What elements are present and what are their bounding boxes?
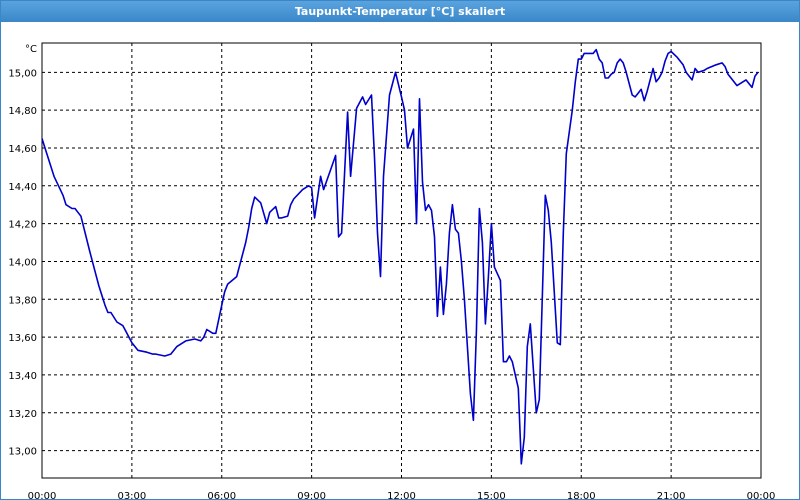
x-tick-time-label: 00:00 [747,491,776,499]
y-tick-label: 13,00 [8,447,37,458]
y-tick-label: 14,00 [8,257,37,268]
x-axis: 00:0007.07.2103:0007.07.2106:0007.07.210… [28,491,776,499]
grid-lines [42,43,761,478]
y-tick-label: 13,40 [8,371,37,382]
x-tick-time-label: 06:00 [207,491,236,499]
x-tick-time-label: 00:00 [28,491,57,499]
y-tick-label: 15,00 [8,68,37,79]
series-line [41,48,759,465]
x-tick-time-label: 18:00 [567,491,596,499]
x-tick-time-label: 12:00 [387,491,416,499]
y-axis-unit: °C [25,44,37,55]
x-tick-time-label: 09:00 [297,491,326,499]
x-tick-time-label: 21:00 [657,491,686,499]
y-tick-label: 14,40 [8,182,37,193]
x-tick-time-label: 03:00 [117,491,146,499]
y-tick-label: 14,80 [8,106,37,117]
y-tick-label: 13,60 [8,333,37,344]
y-tick-label: 14,60 [8,144,37,155]
y-tick-label: 14,20 [8,220,37,231]
y-tick-label: 13,20 [8,409,37,420]
y-tick-label: 13,80 [8,295,37,306]
x-tick-time-label: 15:00 [477,491,506,499]
window-title: Taupunkt-Temperatur [°C] skaliert [1,1,799,22]
y-axis: 13,00 13,20 13,40 13,60 13,80 14,00 14,20 14,40… [8,68,37,457]
line-chart: 13,00 13,20 13,40 13,60 13,80 14,00 14,20 14,40… [8,42,776,499]
